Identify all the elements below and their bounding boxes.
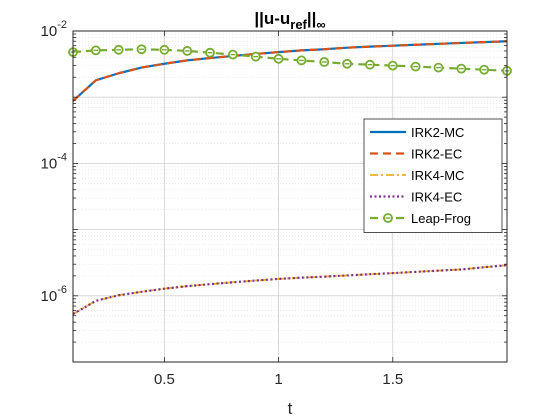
- chart-title: ||u-uref||∞: [254, 9, 325, 32]
- series-line: [72, 40, 508, 102]
- y-tick-label: 10-4: [41, 151, 67, 172]
- series-irk2-ec: [72, 40, 508, 102]
- title-main: ||u-u: [254, 9, 290, 28]
- legend: IRK2-MC IRK2-EC IRK4-MC IRK4-EC Leap-Frog: [363, 118, 503, 233]
- series-irk4-ec: [72, 264, 508, 316]
- y-tick-exponent: -6: [57, 284, 67, 296]
- legend-label: IRK4-MC: [411, 168, 464, 183]
- title-subscript: ref: [290, 17, 307, 32]
- legend-label: Leap-Frog: [411, 211, 471, 226]
- legend-label: IRK2-EC: [411, 147, 462, 162]
- series-line: [72, 264, 508, 316]
- y-tick-exponent: -2: [57, 19, 67, 31]
- legend-entry: Leap-Frog: [370, 211, 471, 226]
- series-layer: [68, 40, 512, 316]
- y-tick-base: 10: [41, 155, 58, 172]
- x-tick-label: 1.5: [382, 371, 403, 388]
- legend-label: IRK4-EC: [411, 190, 462, 205]
- title-close: ||: [307, 9, 317, 28]
- y-tick-label: 10-2: [41, 19, 67, 40]
- legend-entry: IRK4-MC: [370, 168, 464, 183]
- minor-grid: [73, 33, 507, 343]
- x-axis-label: t: [288, 399, 293, 418]
- title-infinity: ∞: [316, 17, 325, 32]
- y-tick-labels: 10-610-410-2: [41, 19, 67, 305]
- legend-entry: IRK2-EC: [370, 147, 462, 162]
- plot-frame: [72, 30, 508, 363]
- legend-label: IRK2-MC: [411, 125, 464, 140]
- series-leap-frog: [68, 44, 512, 76]
- y-tick-base: 10: [41, 288, 58, 305]
- y-tick-base: 10: [41, 23, 58, 40]
- legend-entry: IRK2-MC: [370, 125, 464, 140]
- y-tick-label: 10-6: [41, 284, 67, 305]
- x-tick-labels: 0.5 1 1.5: [154, 371, 403, 388]
- ticks-layer: [73, 31, 507, 362]
- x-tick-label: 0.5: [154, 371, 175, 388]
- legend-entry: IRK4-EC: [370, 190, 462, 205]
- y-tick-exponent: -4: [57, 151, 67, 163]
- x-tick-label: 1: [274, 371, 282, 388]
